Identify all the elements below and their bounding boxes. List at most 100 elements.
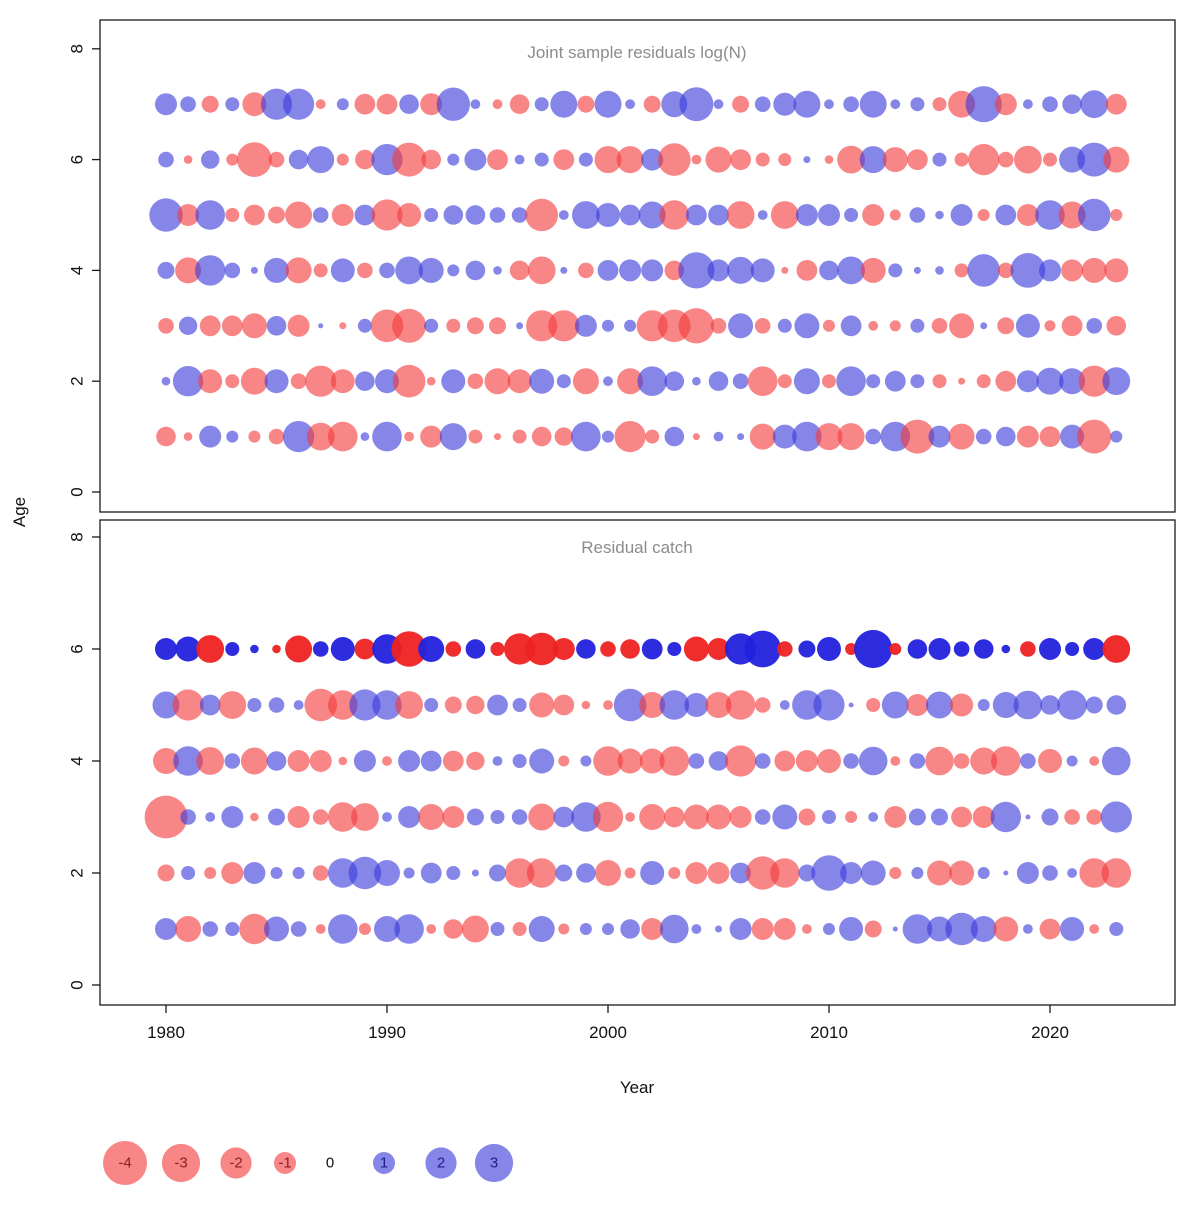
residual-bubble (836, 366, 866, 397)
residual-bubble (312, 641, 329, 657)
residual-bubble (424, 698, 439, 712)
residual-bubble (158, 318, 174, 334)
residual-bubble (490, 922, 505, 936)
residual-bubble (204, 867, 217, 879)
residual-bubble (285, 635, 313, 663)
residual-bubble (777, 641, 793, 657)
residual-bubble (594, 90, 622, 118)
residual-bubble (266, 316, 287, 336)
residual-bubble (840, 862, 863, 884)
residual-bubble (793, 90, 821, 118)
residual-bubble (490, 642, 505, 656)
residual-bubble (580, 755, 592, 767)
residual-bubble (773, 918, 796, 940)
residual-bubble (1080, 90, 1109, 119)
residual-bubble (268, 697, 285, 713)
residual-bubble (531, 426, 552, 447)
residual-bubble (754, 753, 771, 769)
residual-bubble (307, 146, 335, 174)
residual-bubble (461, 915, 489, 943)
residual-bubble (1040, 695, 1060, 715)
residual-bubble (240, 747, 268, 775)
residual-bubble (441, 369, 466, 394)
residual-bubble (1105, 93, 1127, 115)
residual-bubble (935, 210, 944, 220)
residual-bubble (617, 748, 643, 774)
residual-bubble (778, 153, 792, 167)
legend-label: 3 (490, 1155, 498, 1172)
residual-bubble (492, 756, 503, 766)
residual-bubble (1106, 316, 1127, 336)
residual-bubble (315, 99, 326, 110)
residual-bubble (866, 698, 881, 712)
residual-bubble (218, 691, 247, 719)
residual-bubble (420, 93, 443, 116)
residual-bubble (660, 914, 689, 944)
residual-bubble (268, 428, 285, 445)
residual-bubble (678, 308, 715, 344)
residual-bubble (998, 151, 1014, 168)
y-tick-label: 6 (67, 155, 86, 164)
residual-bubble (424, 318, 439, 333)
residual-bubble (443, 205, 464, 225)
residual-bubble (1016, 425, 1039, 448)
residual-bubble (950, 693, 974, 717)
residual-bubble (548, 310, 580, 342)
residual-bubble (225, 642, 240, 656)
residual-bubble (1043, 152, 1057, 167)
legend-bubble (274, 1152, 296, 1174)
residual-bubble (1077, 198, 1111, 232)
residual-bubble (638, 201, 666, 229)
residual-bubble (1014, 145, 1042, 174)
residual-bubble (889, 867, 902, 879)
residual-bubble (158, 151, 174, 168)
residual-bubble (997, 317, 1015, 335)
residual-bubble (418, 636, 445, 662)
residual-bubble (619, 259, 642, 282)
residual-bubble (358, 923, 371, 935)
residual-bubble (336, 153, 349, 166)
residual-bubble (287, 750, 310, 772)
residual-bubble (884, 370, 906, 392)
residual-bubble (224, 753, 241, 769)
residual-bubble (572, 201, 600, 229)
residual-bubble (881, 691, 909, 719)
residual-bubble (909, 207, 926, 223)
residual-bubble (848, 702, 854, 708)
residual-bubble (442, 750, 464, 772)
residual-bubble (730, 149, 751, 171)
residual-bubble (1039, 918, 1061, 940)
legend-bubble (161, 1143, 201, 1183)
residual-bubble (336, 98, 349, 111)
residual-bubble (398, 750, 421, 772)
residual-bubble (822, 374, 836, 389)
residual-bubble (270, 867, 283, 879)
residual-bubble (398, 806, 421, 828)
residual-bubble (811, 855, 847, 891)
residual-bubble (264, 916, 289, 942)
residual-bubble (1035, 200, 1065, 230)
residual-bubble (616, 146, 644, 174)
residual-bubble (529, 748, 555, 774)
residual-bubble (424, 208, 439, 222)
residual-bubble (1060, 424, 1085, 449)
residual-bubble (732, 373, 749, 390)
residual-bubble (178, 316, 198, 335)
residual-bubble (349, 689, 381, 721)
residual-bubble (397, 203, 422, 227)
residual-bubble (465, 260, 486, 281)
residual-bubble (949, 860, 975, 886)
residual-bubble (798, 808, 816, 826)
residual-bubble (803, 156, 811, 164)
residual-bubble (287, 314, 310, 337)
residual-bubble (447, 264, 460, 277)
residual-bubble (1010, 253, 1046, 288)
residual-bubble (845, 811, 858, 823)
residual-bubble (1067, 868, 1077, 878)
residual-bubble (418, 804, 445, 830)
residual-bubble (1086, 318, 1102, 334)
residual-bubble (913, 266, 921, 274)
residual-bubble (1081, 257, 1107, 283)
residual-bubble (205, 812, 216, 822)
legend-bubble (425, 1147, 457, 1179)
